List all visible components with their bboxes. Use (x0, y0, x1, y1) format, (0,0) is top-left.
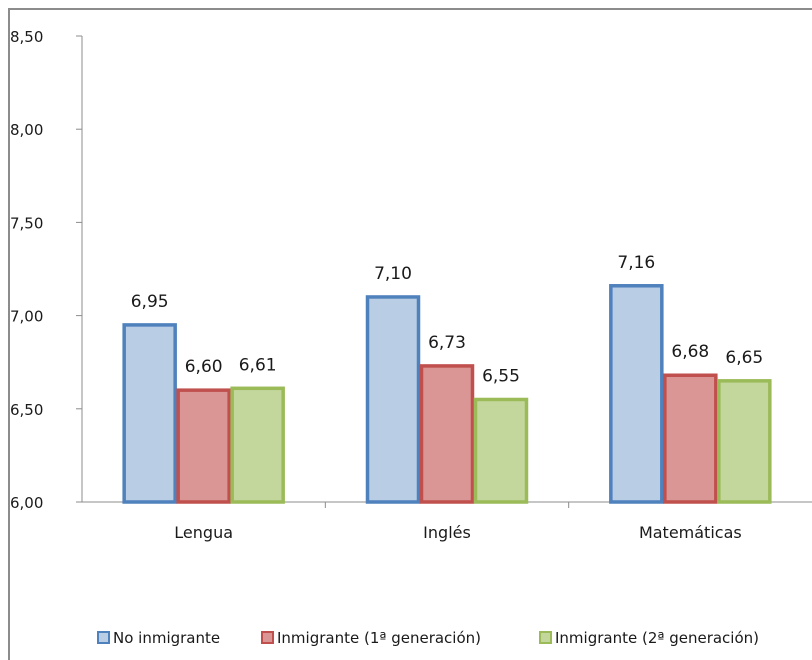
bar (663, 373, 718, 504)
data-value-label: 6,68 (671, 342, 709, 362)
bar (122, 323, 177, 504)
legend-swatch (97, 631, 110, 644)
bar (176, 388, 231, 504)
legend-label: Inmigrante (1ª generación) (277, 629, 481, 647)
x-category-label: Inglés (423, 523, 471, 542)
data-value-label: 6,60 (185, 357, 223, 377)
bar (419, 364, 475, 504)
data-value-label: 6,73 (428, 333, 466, 353)
chart-value-labels: 6,95 6,60 6,61 7,10 6,73 6,55 7,16 6,68 6,65 (131, 253, 764, 387)
y-tick-label: 7,50 (10, 214, 43, 232)
x-category-label: Lengua (174, 523, 233, 542)
y-tick-label: 6,50 (10, 401, 43, 419)
y-tick-label: 8,00 (10, 121, 43, 139)
legend-label: Inmigrante (2ª generación) (555, 629, 759, 647)
x-category-label: Matemáticas (639, 523, 742, 542)
legend-swatch (261, 631, 274, 644)
data-value-label: 6,95 (131, 292, 169, 312)
data-value-label: 7,16 (617, 253, 655, 273)
legend-label: No inmigrante (113, 629, 220, 647)
legend-swatch (539, 631, 552, 644)
bar (717, 379, 772, 504)
chart-bars (122, 284, 772, 504)
y-tick-label: 8,50 (10, 28, 43, 46)
bar (230, 386, 285, 504)
chart-legend: No inmigrante Inmigrante (1ª generación) I… (97, 629, 759, 647)
bar (609, 284, 664, 504)
data-value-label: 6,61 (239, 355, 277, 375)
bar (365, 295, 421, 504)
data-value-label: 6,55 (482, 366, 520, 386)
data-value-label: 7,10 (374, 264, 412, 284)
y-tick-label: 6,00 (10, 494, 43, 512)
data-value-label: 6,65 (725, 348, 763, 368)
y-tick-label: 7,00 (10, 308, 43, 326)
bar (473, 397, 529, 504)
